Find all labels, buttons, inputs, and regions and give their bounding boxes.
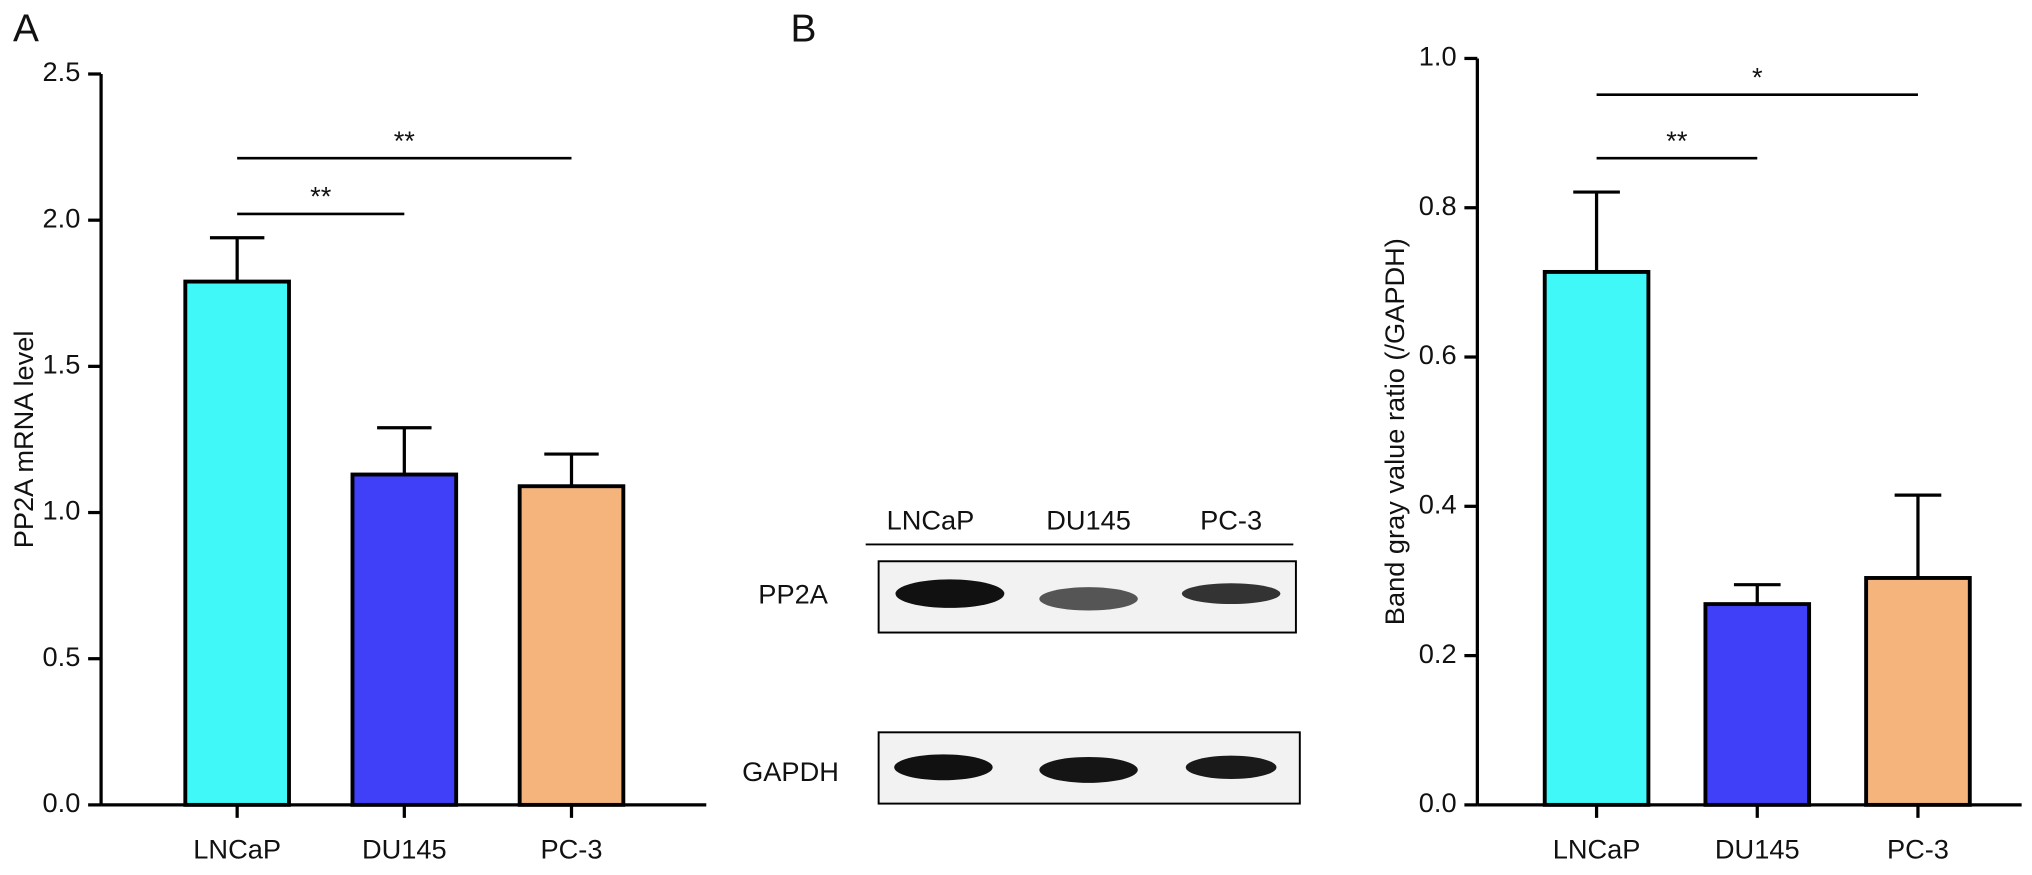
y-axis-label: PP2A mRNA level [8,331,39,549]
bar [1703,602,1812,807]
y-tick-label: 0.0 [1419,787,1457,818]
y-tick-label: 0.0 [43,787,81,818]
bar-chart: PP2A mRNA level 0.0 0.5 1.0 1.5 2.0 2.5 LNCaP DU… [8,56,707,865]
significance-label: * [1752,61,1763,92]
significance-label: ** [394,125,416,156]
significance-label: ** [1666,125,1688,156]
western-blot: LNCaP DU145 PC-3 PP2A GAPDH [742,505,1301,805]
x-tick-label: DU145 [1715,834,1800,865]
bar-chart: Band gray value ratio (/GAPDH) 0.0 0.2 0.4 0… [1379,41,2022,865]
bar [1864,576,1972,807]
row-label: PP2A [758,578,828,609]
band [1039,587,1138,611]
y-tick-label: 0.8 [1419,190,1457,221]
panel-label: B [791,7,817,50]
x-tick-label: PC-3 [541,834,603,865]
band [1039,756,1138,783]
x-tick-label: PC-3 [1887,834,1949,865]
y-tick-label: 0.2 [1419,638,1457,669]
y-tick-label: 0.4 [1419,489,1457,520]
y-tick-label: 0.5 [43,641,81,672]
y-tick-label: 1.0 [43,495,81,526]
lane-label: PC-3 [1200,505,1262,536]
significance-label: ** [310,181,332,212]
band [1181,583,1281,605]
band [1185,755,1277,779]
y-tick-label: 2.0 [43,202,81,233]
x-tick-label: LNCaP [193,834,281,865]
lane-label: LNCaP [887,505,975,536]
bar [1542,269,1651,807]
x-tick-label: DU145 [362,834,447,865]
y-tick-label: 0.6 [1419,339,1457,370]
x-tick-label: LNCaP [1553,834,1641,865]
lane-label: DU145 [1046,505,1131,536]
bar [350,472,459,807]
band [894,754,993,781]
bar [517,484,626,807]
y-tick-label: 1.0 [1419,41,1457,72]
panel-label: A [13,7,39,50]
y-axis-label: Band gray value ratio (/GAPDH) [1379,238,1410,625]
band [895,579,1005,608]
row-label: GAPDH [742,756,839,787]
bar [183,279,291,807]
y-tick-label: 1.5 [43,349,81,380]
y-tick-label: 2.5 [43,56,81,87]
